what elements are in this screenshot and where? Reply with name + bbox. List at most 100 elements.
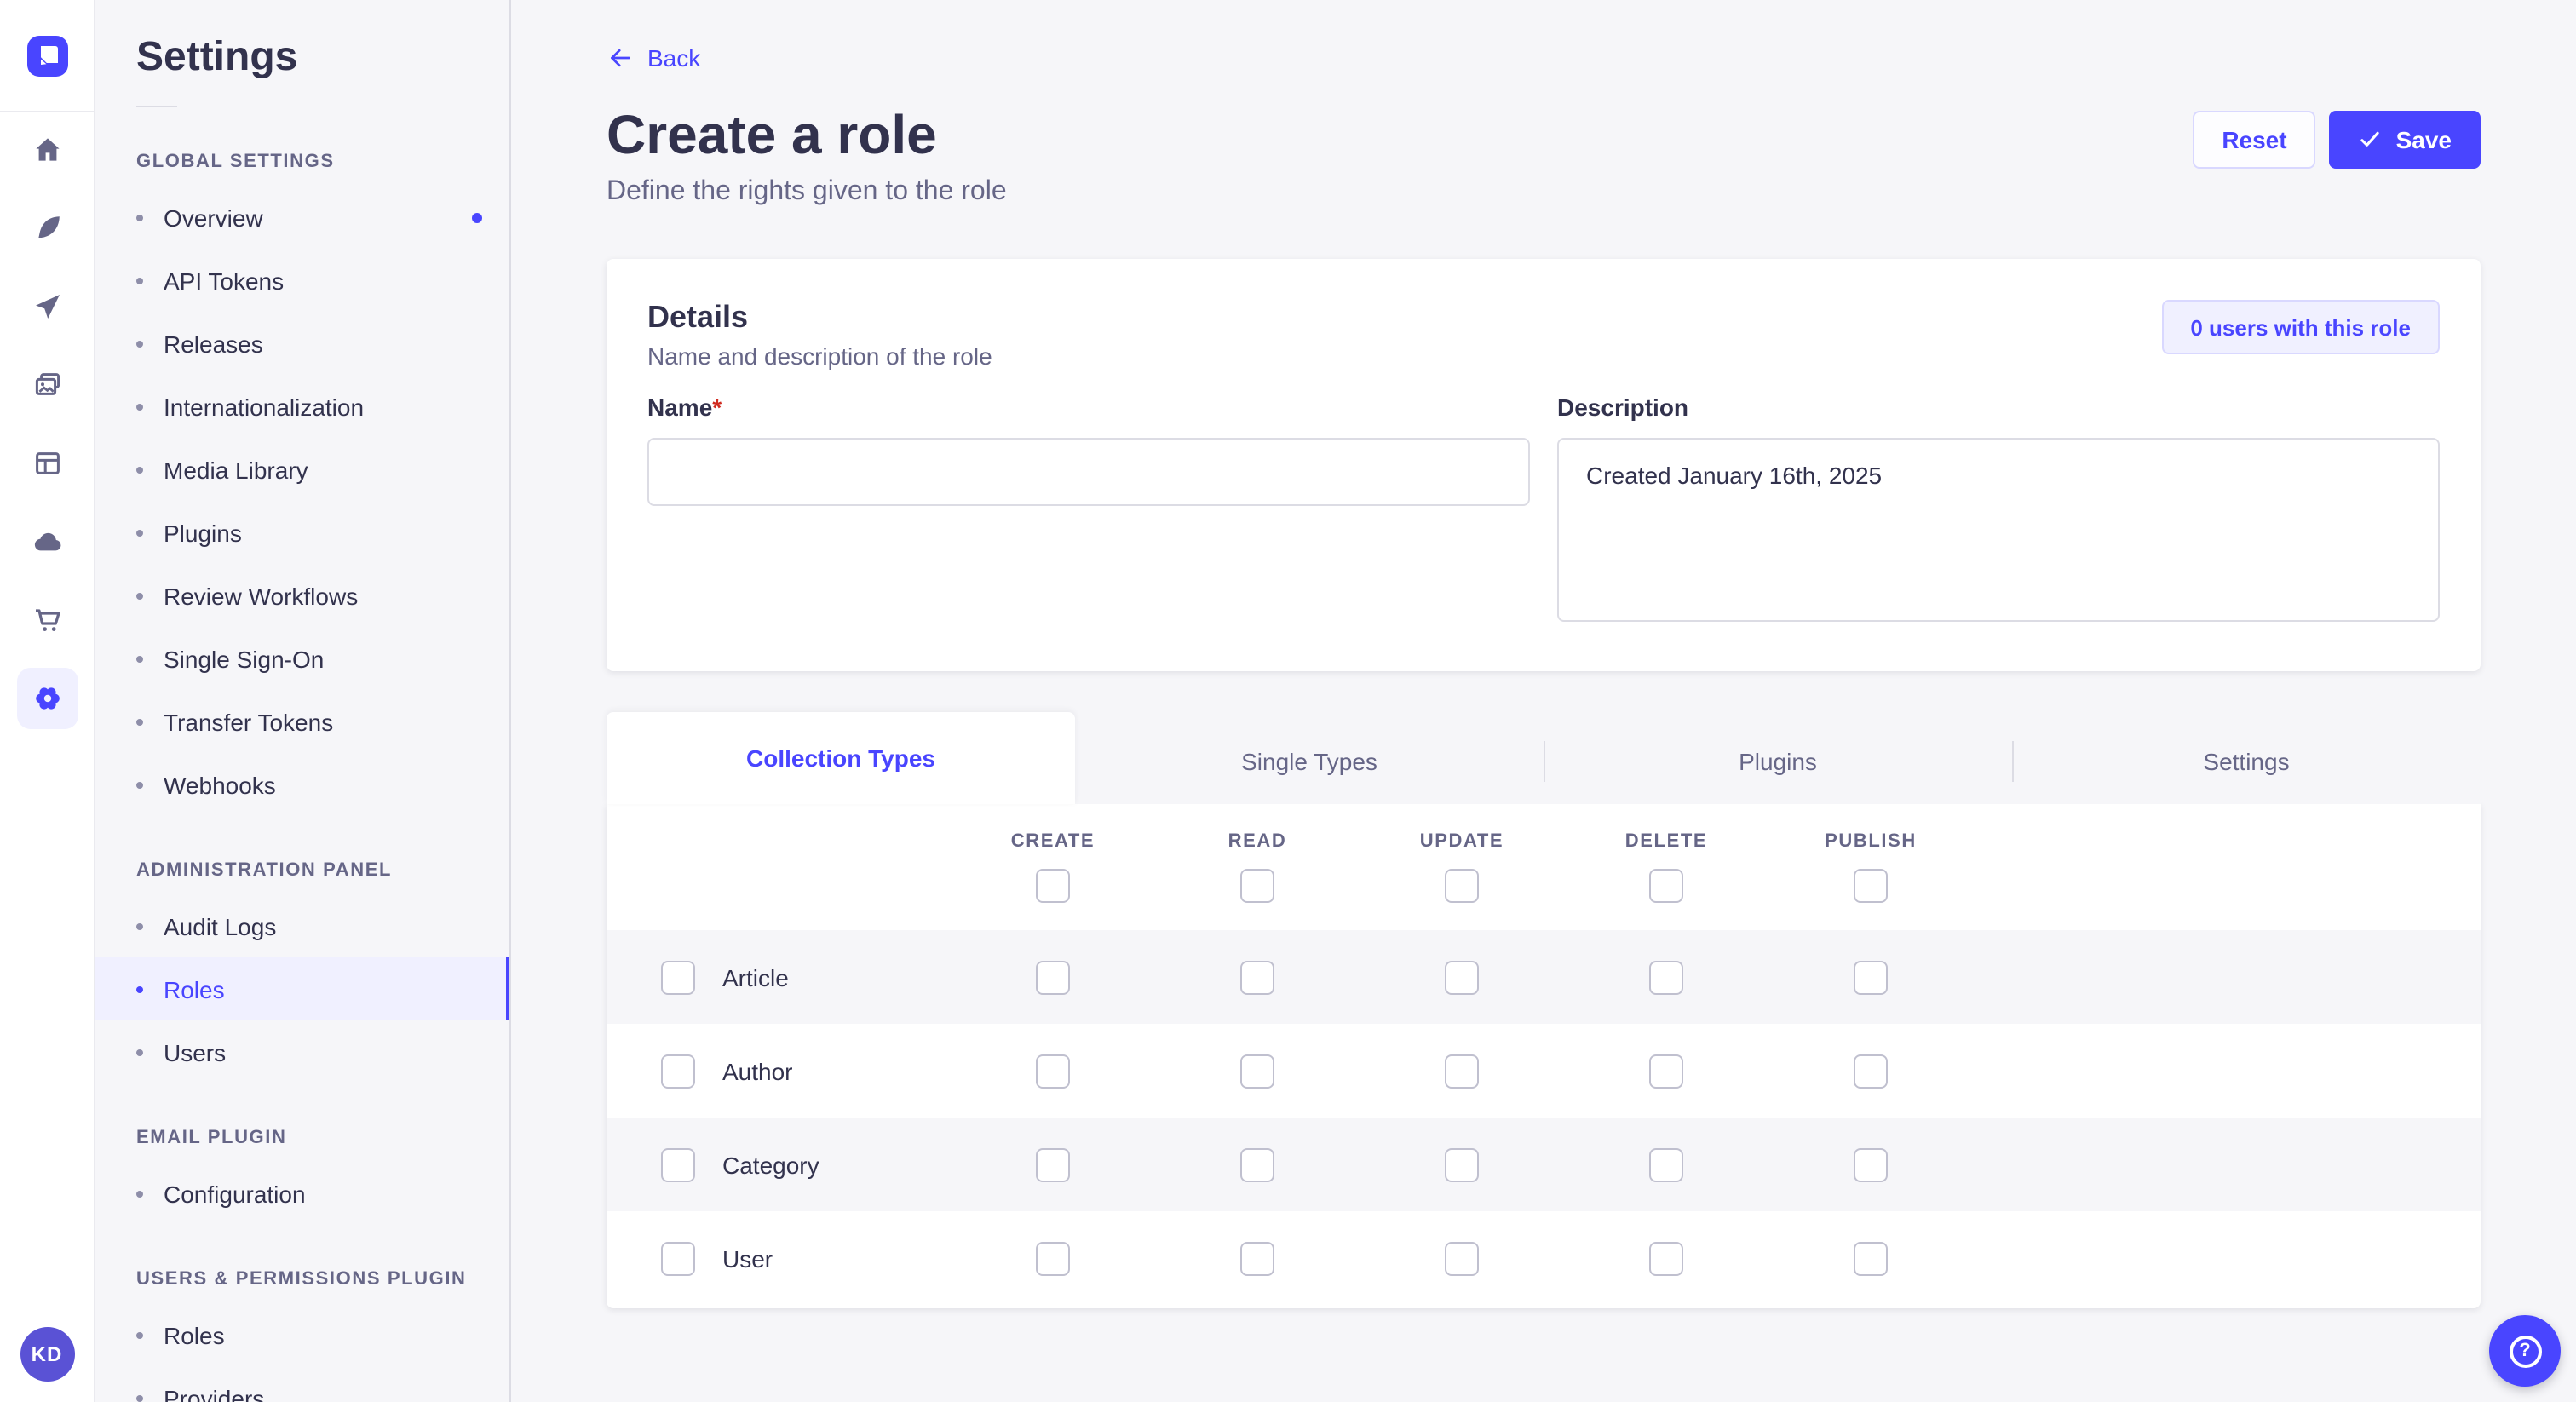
author-delete-checkbox[interactable] xyxy=(1649,1054,1683,1088)
sidebar-item-label: Media Library xyxy=(164,456,308,483)
layout-icon[interactable] xyxy=(16,433,78,494)
sidebar-item-roles[interactable]: Roles xyxy=(95,957,509,1020)
category-row-checkbox[interactable] xyxy=(661,1147,695,1181)
reset-button[interactable]: Reset xyxy=(2193,111,2316,169)
select-all-publish-checkbox[interactable] xyxy=(1854,869,1888,903)
author-row-checkbox[interactable] xyxy=(661,1054,695,1088)
check-icon xyxy=(2360,131,2380,147)
sidebar-item-single-sign-on[interactable]: Single Sign-On xyxy=(95,627,509,690)
cart-icon[interactable] xyxy=(16,589,78,651)
row-label: User xyxy=(722,1244,773,1272)
name-label-text: Name xyxy=(647,394,713,421)
main-content: Back Create a role Define the rights giv… xyxy=(511,0,2576,1402)
user-update-checkbox[interactable] xyxy=(1445,1241,1479,1275)
paper-plane-icon[interactable] xyxy=(16,276,78,337)
category-read-checkbox[interactable] xyxy=(1240,1147,1274,1181)
home-icon[interactable] xyxy=(16,119,78,181)
category-delete-checkbox[interactable] xyxy=(1649,1147,1683,1181)
sidebar-item-label: Single Sign-On xyxy=(164,645,325,672)
bullet-icon xyxy=(136,1049,143,1055)
quill-icon[interactable] xyxy=(16,198,78,259)
media-library-icon[interactable] xyxy=(16,354,78,416)
article-update-checkbox[interactable] xyxy=(1445,960,1479,994)
back-link[interactable]: Back xyxy=(607,44,700,72)
sidebar-item-providers[interactable]: Providers xyxy=(95,1366,509,1402)
sidebar-item-label: Roles xyxy=(164,975,225,1003)
sidebar-item-review-workflows[interactable]: Review Workflows xyxy=(95,564,509,627)
table-row-category: Category xyxy=(607,1118,2481,1211)
page-title: Create a role xyxy=(607,104,937,165)
sidebar-item-label: API Tokens xyxy=(164,267,285,294)
user-create-checkbox[interactable] xyxy=(1036,1241,1070,1275)
sidebar-item-releases[interactable]: Releases xyxy=(95,312,509,375)
article-read-checkbox[interactable] xyxy=(1240,960,1274,994)
bullet-icon xyxy=(136,781,143,788)
description-textarea[interactable]: Created January 16th, 2025 xyxy=(1557,438,2440,622)
bullet-icon xyxy=(136,529,143,536)
category-create-checkbox[interactable] xyxy=(1036,1147,1070,1181)
sidebar-item-up-roles[interactable]: Roles xyxy=(95,1303,509,1366)
category-update-checkbox[interactable] xyxy=(1445,1147,1479,1181)
users-with-role-button[interactable]: 0 users with this role xyxy=(2161,300,2440,354)
article-publish-checkbox[interactable] xyxy=(1854,960,1888,994)
article-delete-checkbox[interactable] xyxy=(1649,960,1683,994)
sidebar-item-label: Users xyxy=(164,1038,227,1066)
bullet-icon xyxy=(136,985,143,992)
icon-rail: KD xyxy=(0,0,95,1402)
article-create-checkbox[interactable] xyxy=(1036,960,1070,994)
sidebar-item-media-library[interactable]: Media Library xyxy=(95,438,509,501)
bullet-icon xyxy=(136,1190,143,1197)
help-button[interactable]: ? xyxy=(2489,1315,2561,1387)
column-header-update: UPDATE xyxy=(1419,831,1504,852)
sidebar-item-internationalization[interactable]: Internationalization xyxy=(95,375,509,438)
user-row-checkbox[interactable] xyxy=(661,1241,695,1275)
sidebar-item-configuration[interactable]: Configuration xyxy=(95,1162,509,1225)
section-label-users-permissions-plugin: USERS & PERMISSIONS PLUGIN xyxy=(136,1269,467,1290)
user-delete-checkbox[interactable] xyxy=(1649,1241,1683,1275)
required-asterisk: * xyxy=(712,394,722,421)
tab-collection-types[interactable]: Collection Types xyxy=(607,712,1075,804)
author-publish-checkbox[interactable] xyxy=(1854,1054,1888,1088)
user-read-checkbox[interactable] xyxy=(1240,1241,1274,1275)
user-avatar[interactable]: KD xyxy=(20,1327,74,1382)
page-subtitle: Define the rights given to the role xyxy=(607,177,1007,206)
section-label-global-settings: GLOBAL SETTINGS xyxy=(136,152,335,172)
description-label: Description xyxy=(1557,394,1689,421)
author-read-checkbox[interactable] xyxy=(1240,1054,1274,1088)
back-label: Back xyxy=(647,44,701,72)
author-update-checkbox[interactable] xyxy=(1445,1054,1479,1088)
select-all-delete-checkbox[interactable] xyxy=(1649,869,1683,903)
gear-icon[interactable] xyxy=(16,668,78,729)
sidebar-item-api-tokens[interactable]: API Tokens xyxy=(95,249,509,312)
sidebar-item-webhooks[interactable]: Webhooks xyxy=(95,753,509,816)
sidebar-item-label: Overview xyxy=(164,204,263,231)
bullet-icon xyxy=(136,1394,143,1401)
column-header-delete: DELETE xyxy=(1624,831,1708,852)
cloud-icon[interactable] xyxy=(16,511,78,572)
article-row-checkbox[interactable] xyxy=(661,960,695,994)
arrow-left-icon xyxy=(611,49,630,67)
author-create-checkbox[interactable] xyxy=(1036,1054,1070,1088)
sidebar-item-plugins[interactable]: Plugins xyxy=(95,501,509,564)
select-all-update-checkbox[interactable] xyxy=(1445,869,1479,903)
row-label: Author xyxy=(722,1057,793,1084)
name-input[interactable] xyxy=(647,438,1530,506)
details-title: Details xyxy=(647,300,749,334)
sidebar-item-overview[interactable]: Overview xyxy=(95,186,509,249)
logo-area xyxy=(0,0,94,112)
sidebar-item-label: Roles xyxy=(164,1321,225,1348)
save-button[interactable]: Save xyxy=(2329,111,2481,169)
select-all-create-checkbox[interactable] xyxy=(1036,869,1070,903)
category-publish-checkbox[interactable] xyxy=(1854,1147,1888,1181)
section-label-email-plugin: EMAIL PLUGIN xyxy=(136,1128,287,1148)
user-publish-checkbox[interactable] xyxy=(1854,1241,1888,1275)
sidebar-item-audit-logs[interactable]: Audit Logs xyxy=(95,894,509,957)
sidebar-item-transfer-tokens[interactable]: Transfer Tokens xyxy=(95,690,509,753)
tab-single-types[interactable]: Single Types xyxy=(1075,719,1544,804)
column-header-publish: PUBLISH xyxy=(1825,831,1917,852)
select-all-read-checkbox[interactable] xyxy=(1240,869,1274,903)
tab-settings[interactable]: Settings xyxy=(2012,719,2481,804)
tab-plugins[interactable]: Plugins xyxy=(1544,719,2012,804)
strapi-logo[interactable] xyxy=(26,35,67,76)
sidebar-item-users[interactable]: Users xyxy=(95,1020,509,1083)
